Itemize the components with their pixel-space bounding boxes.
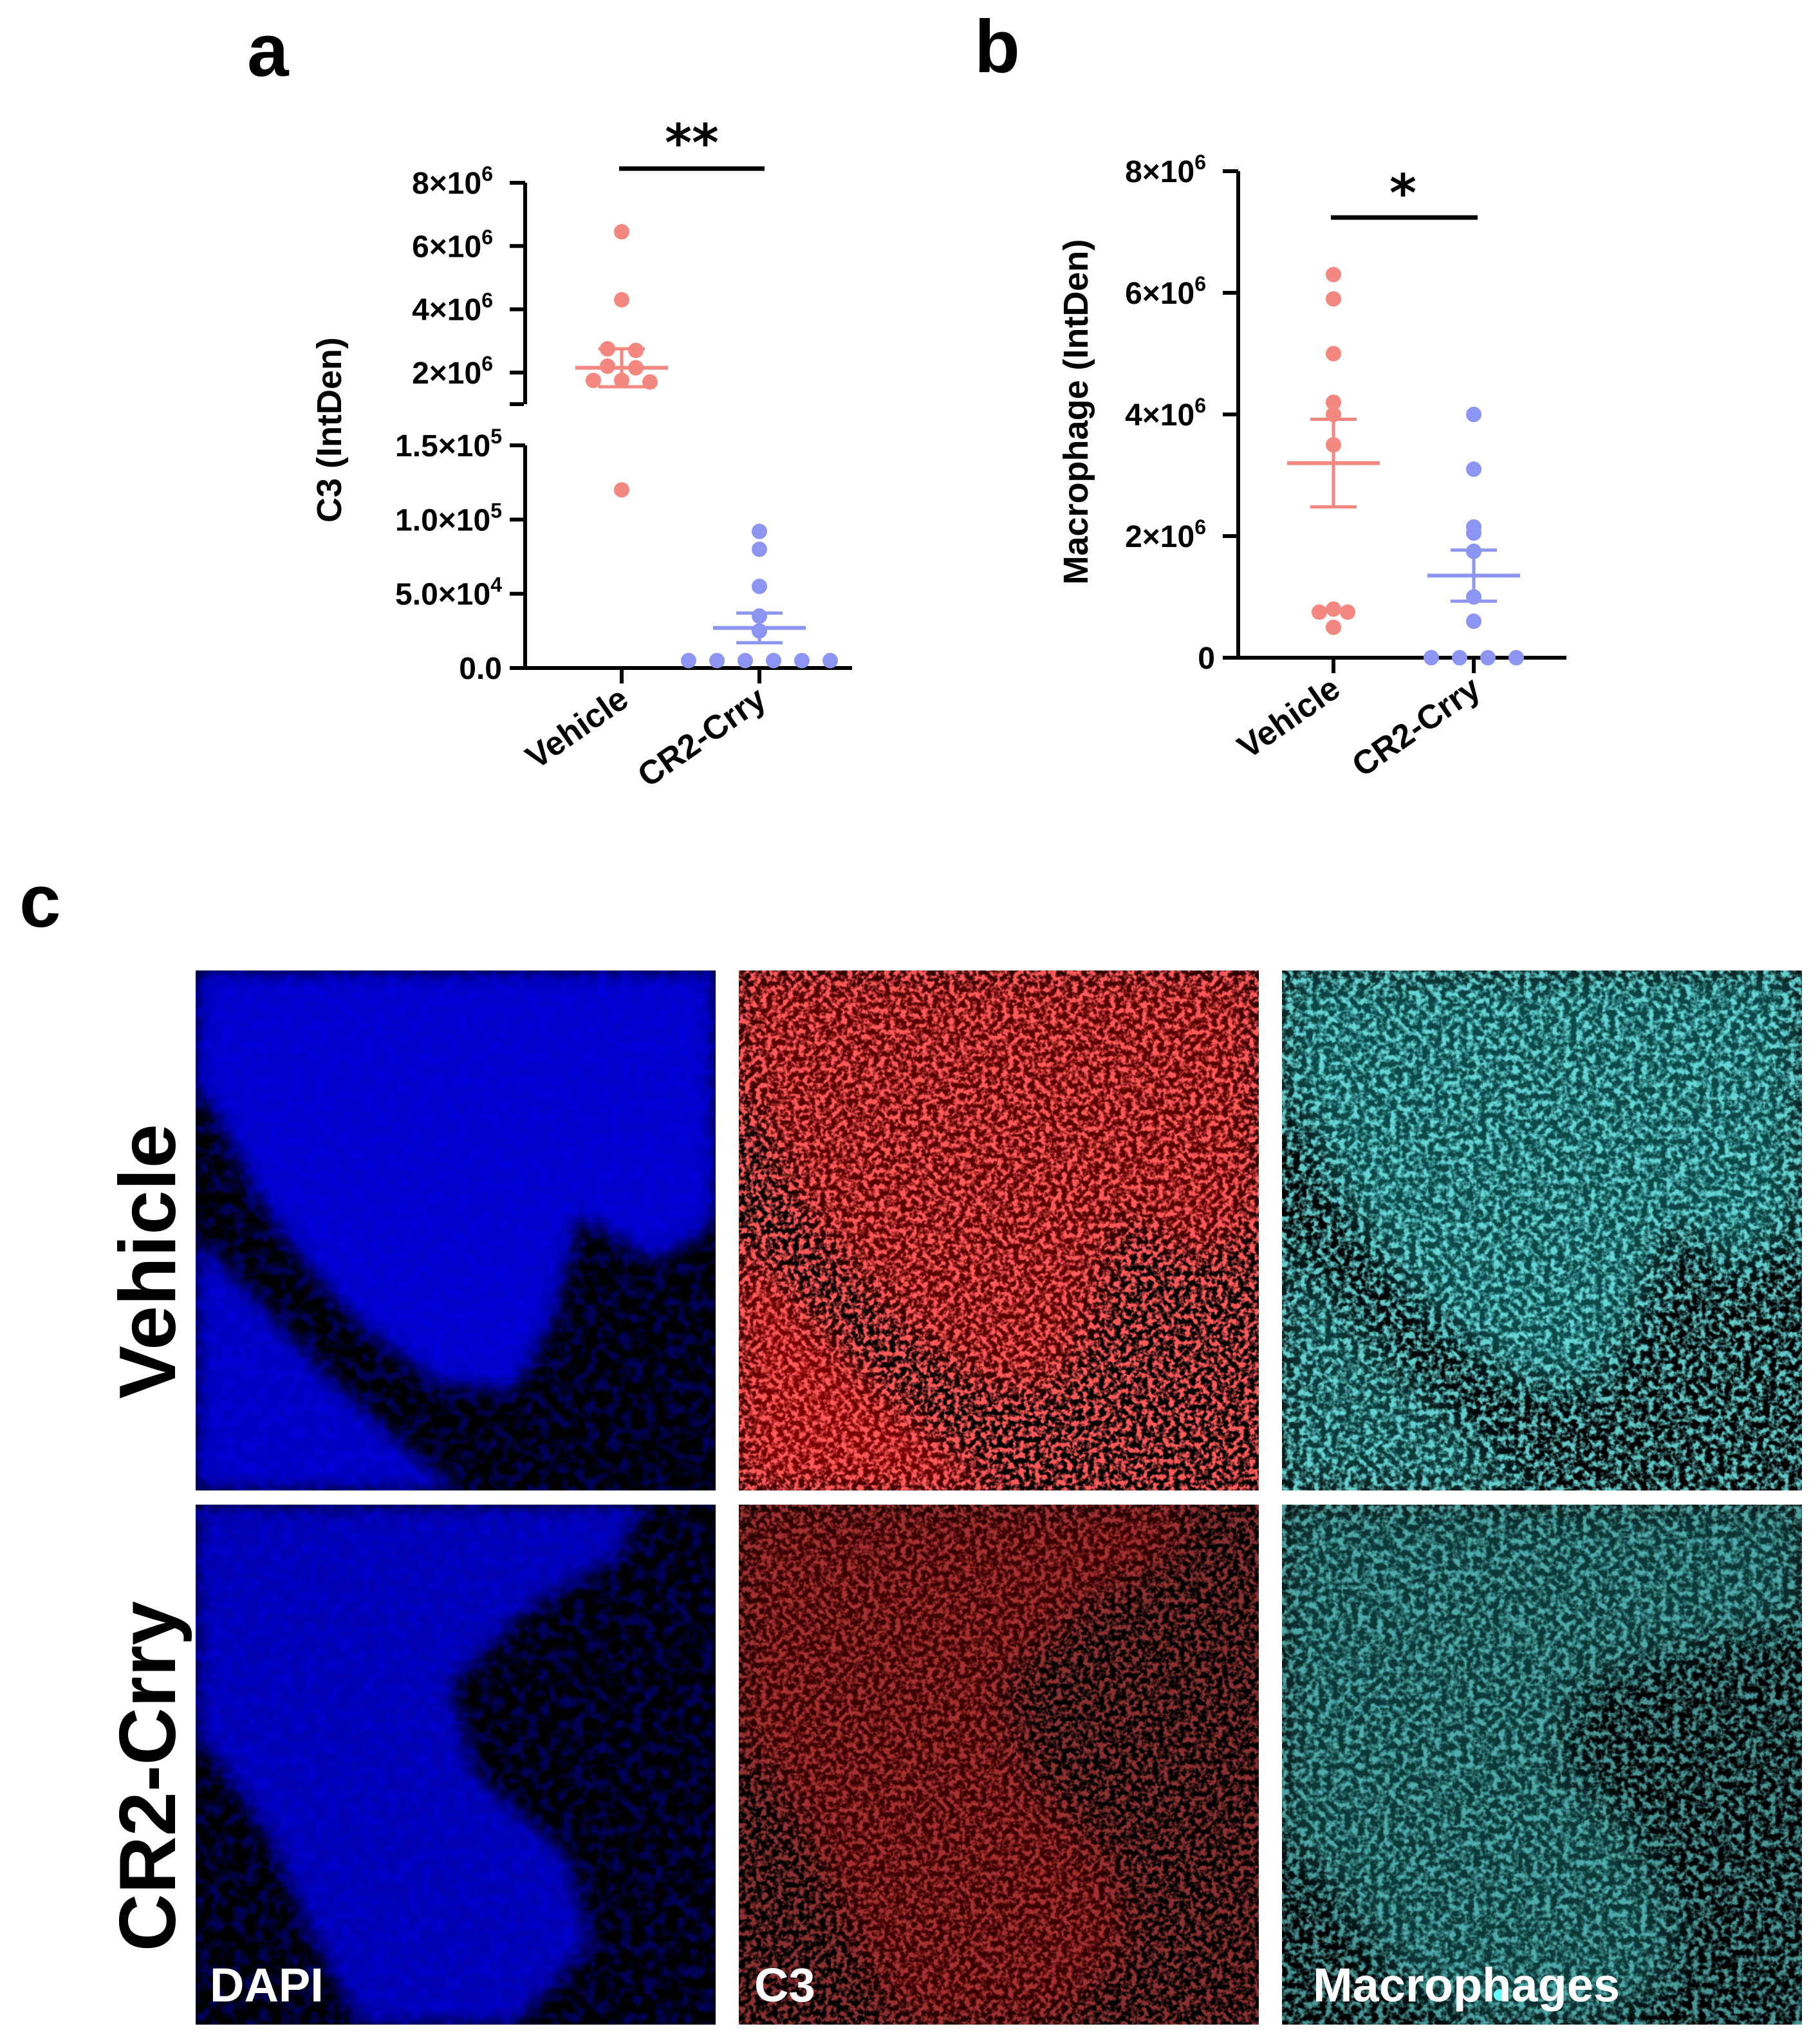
chart-b-point-vehicle	[1326, 346, 1341, 362]
chart-b-point-cr2-crry	[1509, 650, 1524, 665]
chart-b-point-vehicle	[1326, 619, 1341, 635]
chart-b-point-cr2-crry	[1452, 650, 1467, 665]
stain-label-macrophages: Macrophages	[1313, 1958, 1620, 2012]
chart-b-ylabel: Macrophage (IntDen)	[1057, 239, 1095, 584]
chart-a-ytick-label: 1.0×105	[395, 499, 502, 537]
chart-a-yticks: 0.0 5.0×104 1.0×105 1.5×105 2×106 4×106 6×106 8…	[395, 162, 525, 686]
chart-b-point-vehicle	[1312, 604, 1327, 620]
chart-a-point-cr2-crry	[752, 579, 767, 595]
chart-b-point-vehicle	[1340, 604, 1355, 620]
chart-b-point-cr2-crry	[1466, 461, 1481, 478]
chart-b-ytick-label: 0	[1198, 642, 1215, 676]
chart-a-significance-stars: **	[665, 113, 719, 173]
chart-b-ytick-label: 4×106	[1125, 394, 1206, 432]
chart-a-ytick-label: 4×106	[412, 289, 493, 328]
chart-b-category-label: Vehicle	[1231, 669, 1347, 766]
chart-a-ylabel: C3 (IntDen)	[310, 337, 349, 523]
chart-b-ytick-label: 8×106	[1125, 151, 1206, 189]
panel-letter-c: c	[19, 859, 61, 943]
micrograph-vehicle-c3	[739, 970, 1259, 1490]
row-label-cr2-crry: CR2-Crry	[104, 1601, 192, 1951]
chart-a-point-vehicle	[614, 482, 629, 498]
chart-b-point-vehicle	[1326, 291, 1341, 307]
chart-a-axes	[510, 183, 852, 683]
stain-label-c3: C3	[754, 1958, 815, 2012]
chart-a-point-cr2-crry	[752, 523, 767, 539]
chart-a-ytick-label: 6×106	[412, 225, 493, 264]
chart-b-point-cr2-crry	[1466, 613, 1481, 629]
chart-a-ytick-label: 2×106	[412, 352, 493, 391]
chart-a-ytick-label: 5.0×104	[395, 573, 502, 612]
chart-b-marks	[1287, 266, 1524, 665]
chart-b-point-cr2-crry	[1466, 407, 1481, 422]
micrograph-vehicle-macrophages	[1282, 970, 1802, 1490]
chart-a-category-label: CR2-Crry	[631, 680, 773, 794]
panel-letter-a: a	[247, 8, 290, 92]
micrograph-vehicle-dapi	[196, 970, 716, 1490]
chart-a-point-cr2-crry	[752, 541, 767, 557]
chart-b-point-cr2-crry	[1466, 525, 1481, 541]
row-label-vehicle: Vehicle	[104, 1124, 192, 1398]
chart-a-ytick-label: 1.5×105	[395, 425, 502, 463]
chart-a-point-cr2-crry	[822, 653, 838, 669]
chart-b-significance-star: *	[1389, 163, 1416, 223]
chart-b-point-vehicle	[1326, 266, 1341, 283]
chart-b-macrophage: Macrophage (IntDen) 0 2×106 4×106 6×106 8×10…	[1057, 151, 1566, 784]
chart-a-category-label: Vehicle	[519, 680, 635, 776]
micrograph-panel: Vehicle CR2-Crry	[104, 970, 1802, 2025]
chart-b-ytick-label: 6×106	[1125, 272, 1206, 311]
chart-a-point-vehicle	[614, 292, 629, 308]
chart-a-marks	[575, 224, 838, 669]
chart-a-point-cr2-crry	[766, 653, 781, 669]
chart-a-point-cr2-crry	[709, 653, 725, 669]
chart-a-point-vehicle	[614, 224, 629, 240]
chart-b-yticks: 0 2×106 4×106 6×106 8×106	[1125, 151, 1238, 676]
chart-b-point-vehicle	[1326, 601, 1341, 617]
chart-a-point-cr2-crry	[794, 653, 810, 669]
chart-b-point-cr2-crry	[1480, 650, 1496, 665]
chart-b-axes	[1236, 171, 1566, 673]
chart-b-point-cr2-crry	[1424, 650, 1439, 665]
chart-a-point-vehicle	[586, 373, 601, 389]
chart-a-point-cr2-crry	[738, 653, 753, 669]
chart-a-ytick-label: 8×106	[412, 162, 493, 201]
chart-b-ytick-label: 2×106	[1125, 515, 1206, 554]
chart-b-point-vehicle	[1326, 394, 1341, 411]
stain-label-dapi: DAPI	[210, 1958, 324, 2012]
micrograph-cr2-crry-c3	[739, 1505, 1259, 2025]
chart-a-point-cr2-crry	[681, 653, 696, 669]
chart-b-category-label: CR2-Crry	[1346, 669, 1487, 784]
panel-letter-b: b	[974, 5, 1020, 88]
chart-a-point-vehicle	[642, 374, 658, 390]
chart-a-c3: C3 (IntDen) 0.0 5.0×104 1.0×105 1.5×105 2×10…	[310, 113, 852, 795]
micrograph-cr2-crry-dapi	[196, 1505, 716, 2025]
micrograph-cr2-crry-macrophages	[1282, 1505, 1802, 2025]
chart-a-ytick-label: 0.0	[459, 652, 502, 686]
